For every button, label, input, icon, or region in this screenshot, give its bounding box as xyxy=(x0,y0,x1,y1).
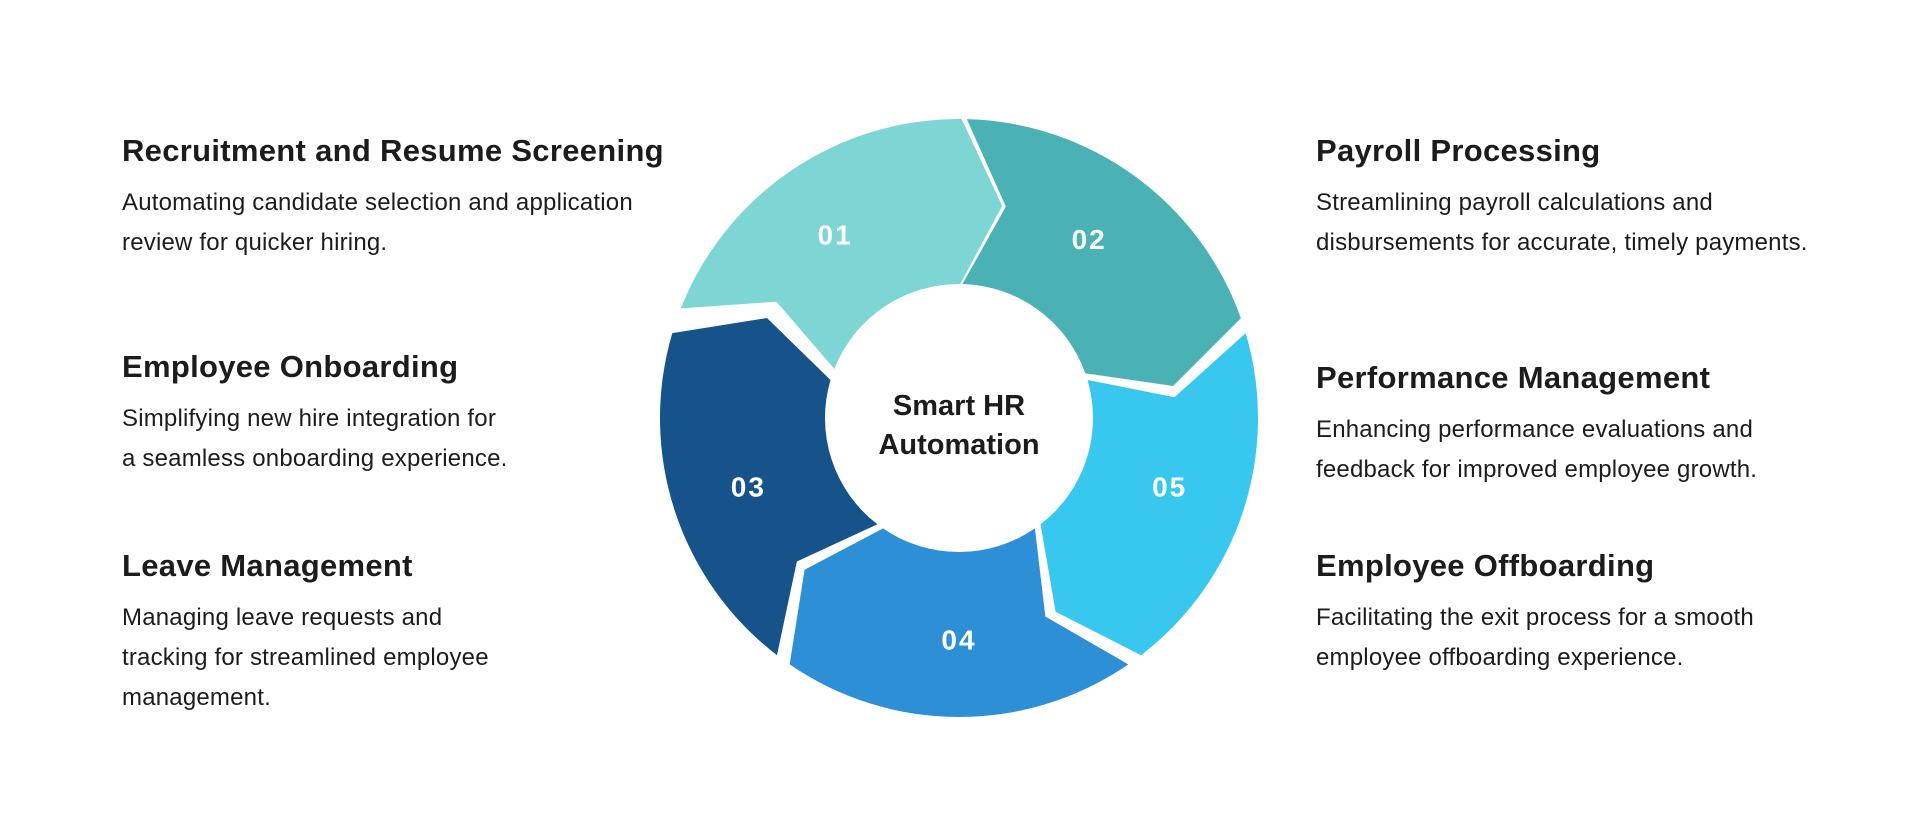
item-desc-line: review for quicker hiring. xyxy=(122,229,388,256)
item-desc-line: feedback for improved employee growth. xyxy=(1316,456,1758,483)
item-desc-line: Managing leave requests and xyxy=(122,604,443,631)
center-label-line1: Smart HR xyxy=(893,390,1025,422)
cycle-segment-03 xyxy=(660,318,878,656)
cycle-segment-04 xyxy=(789,528,1129,717)
item-desc-line: a seamless onboarding experience. xyxy=(122,445,508,472)
segment-number: 02 xyxy=(1072,224,1107,255)
item-title: Employee Onboarding xyxy=(122,349,459,384)
item-desc-line: Enhancing performance evaluations and xyxy=(1316,416,1754,443)
item-desc-line: management. xyxy=(122,684,271,711)
item-leave: Leave Management Managing leave requests… xyxy=(122,546,742,718)
cycle-segment-05 xyxy=(1040,333,1259,656)
item-desc-line: disbursements for accurate, timely payme… xyxy=(1316,229,1808,256)
segment-number: 05 xyxy=(1152,471,1187,502)
cycle-segment-01 xyxy=(680,118,1003,369)
item-title: Employee Offboarding xyxy=(1316,548,1655,583)
item-title: Recruitment and Resume Screening xyxy=(122,133,664,168)
cycle-segment-02 xyxy=(962,119,1241,386)
item-offboarding: Employee Offboarding Facilitating the ex… xyxy=(1316,546,1920,678)
item-performance: Performance Management Enhancing perform… xyxy=(1316,358,1920,490)
item-onboarding: Employee Onboarding Simplifying new hire… xyxy=(122,347,742,479)
item-title: Payroll Processing xyxy=(1316,133,1601,168)
center-label-line2: Automation xyxy=(878,429,1039,461)
item-desc-line: Streamlining payroll calculations and xyxy=(1316,189,1713,216)
segment-number: 03 xyxy=(731,471,766,502)
item-desc-line: Automating candidate selection and appli… xyxy=(122,189,633,216)
segment-number: 04 xyxy=(941,625,976,656)
item-title: Performance Management xyxy=(1316,360,1711,395)
segment-number: 01 xyxy=(818,219,853,250)
item-desc-line: employee offboarding experience. xyxy=(1316,644,1684,671)
item-desc-line: Facilitating the exit process for a smoo… xyxy=(1316,604,1754,631)
item-payroll: Payroll Processing Streamlining payroll … xyxy=(1316,131,1920,263)
item-recruitment: Recruitment and Resume Screening Automat… xyxy=(122,131,742,263)
item-desc-line: Simplifying new hire integration for xyxy=(122,405,497,432)
item-title: Leave Management xyxy=(122,548,413,583)
item-desc-line: tracking for streamlined employee xyxy=(122,644,489,671)
